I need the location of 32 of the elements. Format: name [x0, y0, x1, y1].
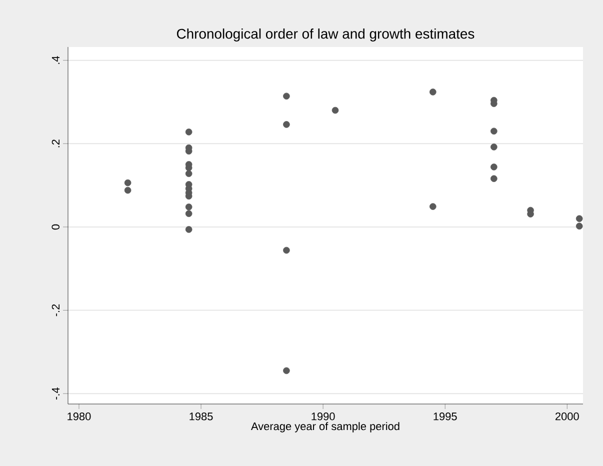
- point: [332, 106, 339, 114]
- point: [429, 203, 436, 210]
- y-tick-label: 0: [52, 224, 60, 230]
- point: [185, 170, 192, 178]
- x-tick-label: 1990: [312, 412, 335, 420]
- point: [429, 88, 436, 96]
- point: [124, 179, 132, 186]
- point: [490, 128, 498, 135]
- point: [283, 367, 290, 374]
- chart-title: Chronological order of law and growth estimates: [176, 28, 474, 42]
- point: [576, 215, 583, 222]
- y-tick-label: -.2: [52, 304, 60, 316]
- point: [490, 164, 498, 170]
- point: [185, 226, 192, 233]
- point: [490, 175, 498, 182]
- point: [185, 210, 192, 218]
- point: [185, 204, 192, 210]
- x-axis-title: Average year of sample period: [250, 422, 400, 432]
- y-tick-label: .4: [52, 56, 60, 64]
- y-tick-label: .2: [52, 140, 60, 148]
- point: [283, 121, 290, 128]
- x-tick-label: 2000: [555, 412, 579, 420]
- x-tick-label: 1995: [434, 412, 457, 420]
- point: [185, 128, 192, 136]
- point: [124, 186, 132, 194]
- x-tick-label: 1985: [190, 412, 213, 420]
- point: [490, 144, 498, 150]
- point: [283, 92, 290, 100]
- point: [283, 246, 290, 254]
- x-tick-label: 1980: [68, 412, 91, 420]
- point: [576, 222, 583, 230]
- y-tick-label: -.4: [52, 388, 60, 400]
